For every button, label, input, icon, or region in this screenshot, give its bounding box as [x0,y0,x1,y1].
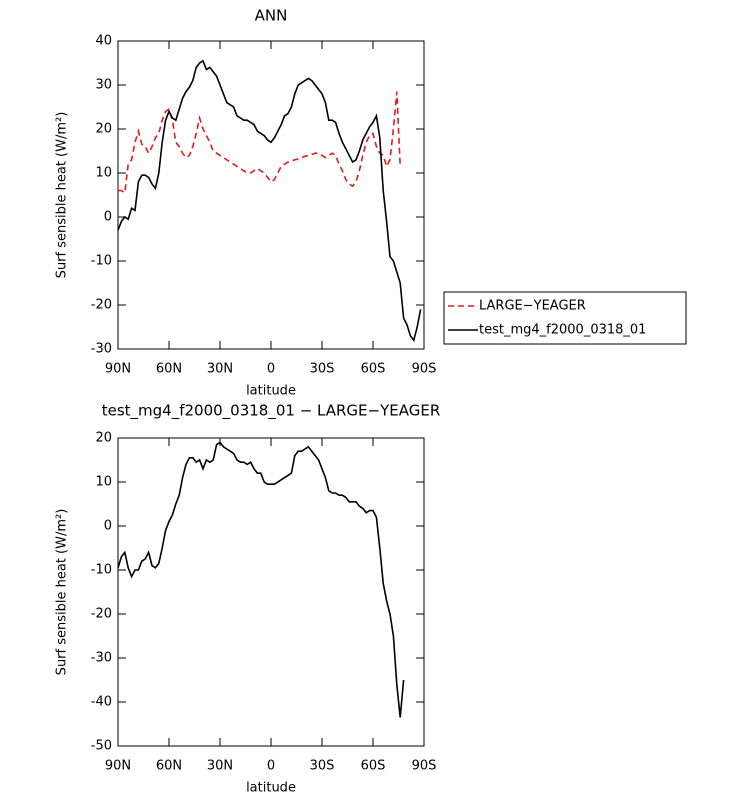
y-tick-label: 40 [95,34,112,49]
legend-box [443,291,687,345]
y-tick-label: 20 [95,122,112,137]
y-axis-label: Surf sensible heat (W/m²) [55,509,70,676]
x-tick-label: 60S [361,362,386,377]
y-tick-label: 10 [95,475,112,490]
x-tick-label: 90N [105,362,131,377]
y-tick-label: -20 [91,607,112,622]
plot-frame [117,40,425,350]
x-tick-label: 30N [207,362,233,377]
x-tick-label: 30S [310,362,335,377]
x-axis-label: latitude [246,781,296,796]
chart-title: ANN [255,7,288,25]
y-tick-label: -30 [91,342,112,357]
data-line [118,91,401,195]
x-axis-label: latitude [246,384,296,399]
data-line [117,59,422,342]
y-tick-label: 0 [104,210,112,225]
x-tick-label: 30S [310,759,335,774]
y-tick-label: -40 [91,695,112,710]
x-tick-label: 0 [267,362,275,377]
x-tick-label: 0 [267,759,275,774]
chart-title: test_mg4_f2000_0318_01 − LARGE−YEAGER [102,402,441,421]
y-tick-label: 0 [104,519,112,534]
y-tick-label: -20 [91,298,112,313]
x-tick-label: 30N [207,759,233,774]
y-tick-label: 10 [95,166,112,181]
y-tick-label: -50 [91,739,112,754]
legend-label: test_mg4_f2000_0318_01 [479,323,646,338]
y-tick-label: -30 [91,651,112,666]
y-tick-label: 20 [95,431,112,446]
x-tick-label: 90S [412,759,437,774]
y-axis-label: Surf sensible heat (W/m²) [55,112,70,279]
legend-label: LARGE−YEAGER [479,299,586,314]
x-tick-label: 60S [361,759,386,774]
x-tick-label: 90S [412,362,437,377]
y-tick-label: -10 [91,563,112,578]
x-tick-label: 60N [156,759,182,774]
y-tick-label: -10 [91,254,112,269]
y-tick-label: 30 [95,78,112,93]
x-tick-label: 60N [156,362,182,377]
x-tick-label: 90N [105,759,131,774]
data-line [117,441,405,718]
